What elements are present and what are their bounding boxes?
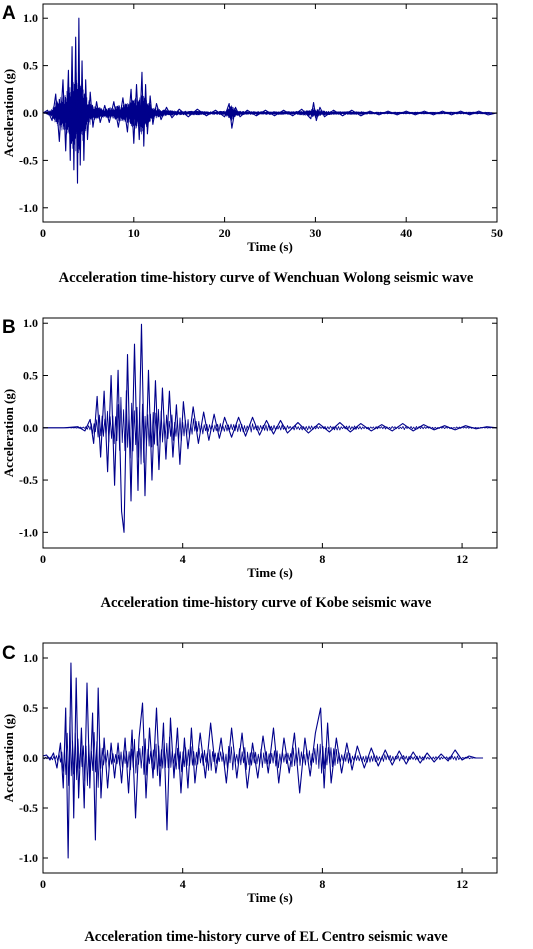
chart-panel-A: A -1.0 -0.5 0.0 0.5 1.0 0 10 20 30 40 50 Time (s) Acc… [1, 3, 503, 286]
y-tick-label: -1.0 [19, 201, 38, 215]
y-tick-label: -1.0 [19, 851, 38, 865]
x-tick-label: 0 [40, 877, 46, 891]
chart-panel-B: B -1.0 -0.5 0.0 0.5 1.0 0 4 8 12 Time (s) Accelerat… [1, 316, 498, 611]
y-tick-label: 0.0 [23, 751, 38, 765]
y-axis-title: Acceleration (g) [1, 714, 16, 802]
y-axis-title: Acceleration (g) [1, 69, 16, 157]
figure-caption: Acceleration time-history curve of Wench… [59, 270, 474, 286]
x-axis-title: Time (s) [247, 890, 293, 905]
x-tick-label: 4 [180, 877, 186, 891]
y-tick-label: -0.5 [19, 473, 38, 487]
x-axis-title: Time (s) [247, 239, 293, 254]
x-axis-title: Time (s) [247, 565, 293, 580]
figure-caption: Acceleration time-history curve of EL Ce… [84, 929, 448, 945]
series-line [43, 323, 497, 533]
y-tick-label: 0.5 [23, 59, 38, 73]
y-tick-label: 0.5 [23, 701, 38, 715]
x-tick-label: 10 [128, 226, 140, 240]
x-tick-label: 0 [40, 552, 46, 566]
y-tick-label: 1.0 [23, 11, 38, 25]
series-line [43, 17, 497, 184]
series-line [43, 662, 484, 859]
chart-panel-C: C -1.0 -0.5 0.0 0.5 1.0 0 4 8 12 Time (s) Accelerat… [1, 642, 498, 945]
y-axis-title: Acceleration (g) [1, 389, 16, 477]
y-tick-label: 0.0 [23, 106, 38, 120]
x-tick-label: 4 [180, 552, 186, 566]
panel-label: A [2, 3, 16, 24]
y-tick-label: 0.0 [23, 421, 38, 435]
series-texture [43, 390, 497, 465]
x-tick-label: 50 [491, 226, 503, 240]
y-tick-label: -0.5 [19, 153, 38, 167]
x-tick-label: 8 [319, 552, 325, 566]
figure-caption: Acceleration time-history curve of Kobe … [101, 595, 433, 611]
panel-label: C [2, 643, 16, 664]
y-tick-label: -0.5 [19, 801, 38, 815]
y-tick-label: 0.5 [23, 369, 38, 383]
x-tick-label: 30 [309, 226, 321, 240]
x-tick-label: 20 [219, 226, 231, 240]
x-tick-label: 40 [400, 226, 412, 240]
x-tick-label: 12 [456, 552, 468, 566]
series-group [43, 662, 484, 859]
x-tick-label: 12 [456, 877, 468, 891]
panel-label: B [2, 317, 16, 338]
x-tick-label: 0 [40, 226, 46, 240]
y-tick-label: 1.0 [23, 651, 38, 665]
series-group [43, 17, 497, 184]
series-texture [43, 69, 497, 154]
plot-frame [42, 317, 498, 549]
y-tick-label: -1.0 [19, 525, 38, 539]
y-tick-label: 1.0 [23, 316, 38, 330]
series-group [43, 323, 497, 533]
x-tick-label: 8 [319, 877, 325, 891]
